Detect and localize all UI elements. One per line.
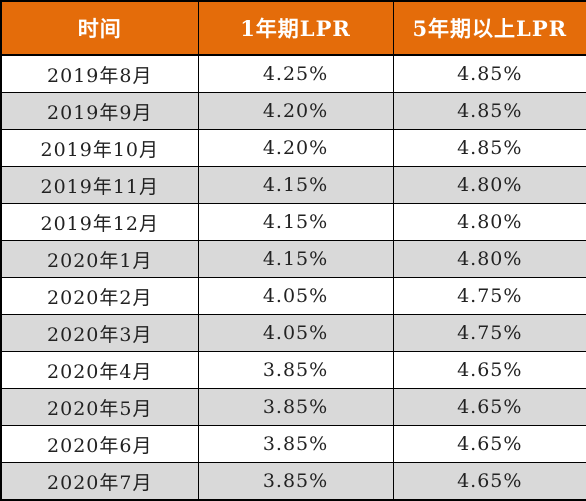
- cell-date: 2020年4月: [0, 351, 199, 389]
- cell-date: 2019年8月: [0, 54, 199, 93]
- cell-1y-lpr: 3.85%: [197, 388, 394, 426]
- table-row: 2020年6月 3.85% 4.65%: [0, 425, 586, 463]
- table-body: 2019年8月 4.25% 4.85% 2019年9月 4.20% 4.85% 2019年1…: [0, 54, 586, 501]
- table-row: 2019年8月 4.25% 4.85%: [0, 54, 586, 93]
- cell-5y-lpr: 4.80%: [392, 166, 586, 204]
- cell-date: 2019年11月: [0, 166, 199, 204]
- cell-5y-lpr: 4.65%: [392, 425, 586, 463]
- cell-1y-lpr: 4.15%: [197, 203, 394, 241]
- cell-date: 2019年12月: [0, 203, 199, 241]
- cell-5y-lpr: 4.65%: [392, 462, 586, 501]
- cell-5y-lpr: 4.80%: [392, 203, 586, 241]
- header-1y-lpr: 1年期LPR: [197, 0, 394, 56]
- cell-date: 2019年10月: [0, 129, 199, 167]
- header-date: 时间: [0, 0, 199, 56]
- cell-5y-lpr: 4.75%: [392, 277, 586, 315]
- cell-1y-lpr: 3.85%: [197, 425, 394, 463]
- cell-5y-lpr: 4.65%: [392, 351, 586, 389]
- cell-5y-lpr: 4.75%: [392, 314, 586, 352]
- table-row: 2019年12月 4.15% 4.80%: [0, 203, 586, 241]
- table-row: 2019年11月 4.15% 4.80%: [0, 166, 586, 204]
- table-row: 2019年9月 4.20% 4.85%: [0, 92, 586, 130]
- cell-1y-lpr: 4.25%: [197, 54, 394, 93]
- cell-1y-lpr: 4.15%: [197, 166, 394, 204]
- table-header-row: 时间 1年期LPR 5年期以上LPR: [0, 0, 586, 56]
- cell-1y-lpr: 3.85%: [197, 351, 394, 389]
- cell-date: 2020年2月: [0, 277, 199, 315]
- header-5y-lpr: 5年期以上LPR: [392, 0, 586, 56]
- cell-date: 2020年5月: [0, 388, 199, 426]
- cell-1y-lpr: 4.05%: [197, 314, 394, 352]
- cell-1y-lpr: 4.20%: [197, 92, 394, 130]
- table-row: 2020年1月 4.15% 4.80%: [0, 240, 586, 278]
- cell-5y-lpr: 4.80%: [392, 240, 586, 278]
- cell-date: 2020年6月: [0, 425, 199, 463]
- table-row: 2020年7月 3.85% 4.65%: [0, 462, 586, 501]
- cell-date: 2020年1月: [0, 240, 199, 278]
- cell-date: 2019年9月: [0, 92, 199, 130]
- cell-1y-lpr: 4.05%: [197, 277, 394, 315]
- table-row: 2020年4月 3.85% 4.65%: [0, 351, 586, 389]
- cell-5y-lpr: 4.85%: [392, 92, 586, 130]
- cell-1y-lpr: 4.20%: [197, 129, 394, 167]
- cell-1y-lpr: 4.15%: [197, 240, 394, 278]
- cell-5y-lpr: 4.65%: [392, 388, 586, 426]
- table-row: 2020年5月 3.85% 4.65%: [0, 388, 586, 426]
- table-row: 2019年10月 4.20% 4.85%: [0, 129, 586, 167]
- table-row: 2020年2月 4.05% 4.75%: [0, 277, 586, 315]
- cell-5y-lpr: 4.85%: [392, 129, 586, 167]
- table-row: 2020年3月 4.05% 4.75%: [0, 314, 586, 352]
- cell-date: 2020年7月: [0, 462, 199, 501]
- cell-1y-lpr: 3.85%: [197, 462, 394, 501]
- cell-5y-lpr: 4.85%: [392, 54, 586, 93]
- cell-date: 2020年3月: [0, 314, 199, 352]
